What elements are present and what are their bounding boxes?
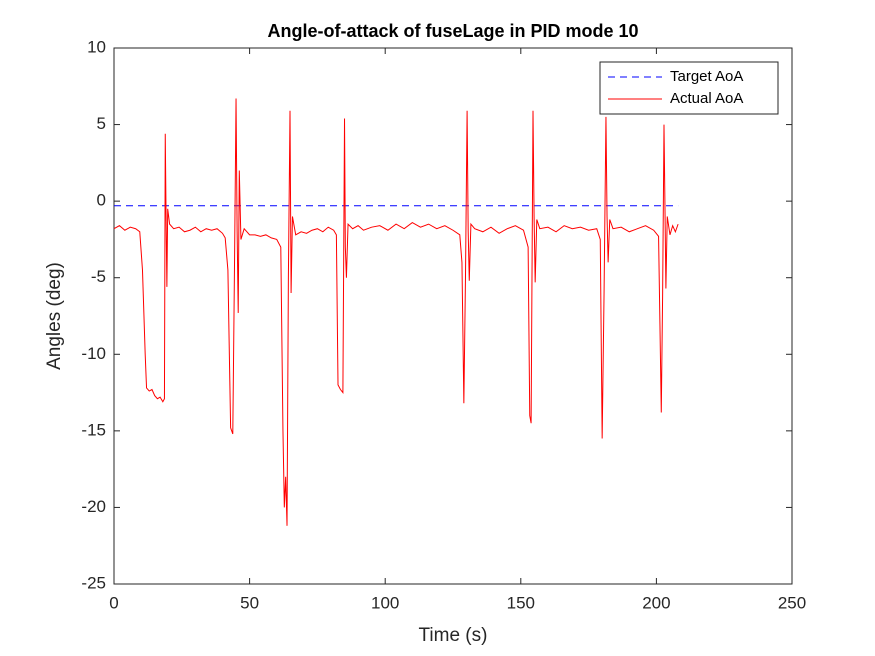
x-tick-label: 200 <box>642 593 670 612</box>
y-axis-label: Angles (deg) <box>44 262 65 370</box>
x-axis-label: Time (s) <box>419 625 488 646</box>
chart-title: Angle-of-attack of fuseLage in PID mode … <box>267 21 638 41</box>
y-tick-label: -20 <box>81 497 106 516</box>
x-tick-label: 150 <box>507 593 535 612</box>
legend-box <box>599 61 779 115</box>
plot-area <box>113 47 793 585</box>
legend-label: Actual AoA <box>670 90 743 107</box>
y-tick-label: -5 <box>91 267 106 286</box>
x-tick-label: 50 <box>240 593 259 612</box>
y-tick-label: -10 <box>81 344 106 363</box>
y-tick-label: -15 <box>81 420 106 439</box>
series-line <box>113 98 679 526</box>
x-tick-label: 0 <box>109 593 118 612</box>
y-tick-label: 0 <box>97 191 106 210</box>
legend-label: Target AoA <box>670 68 743 85</box>
x-tick-label: 100 <box>371 593 399 612</box>
y-tick-label: -25 <box>81 573 106 592</box>
y-tick-label: 5 <box>97 114 106 133</box>
x-tick-label: 250 <box>778 593 806 612</box>
y-tick-label: 10 <box>87 37 106 56</box>
